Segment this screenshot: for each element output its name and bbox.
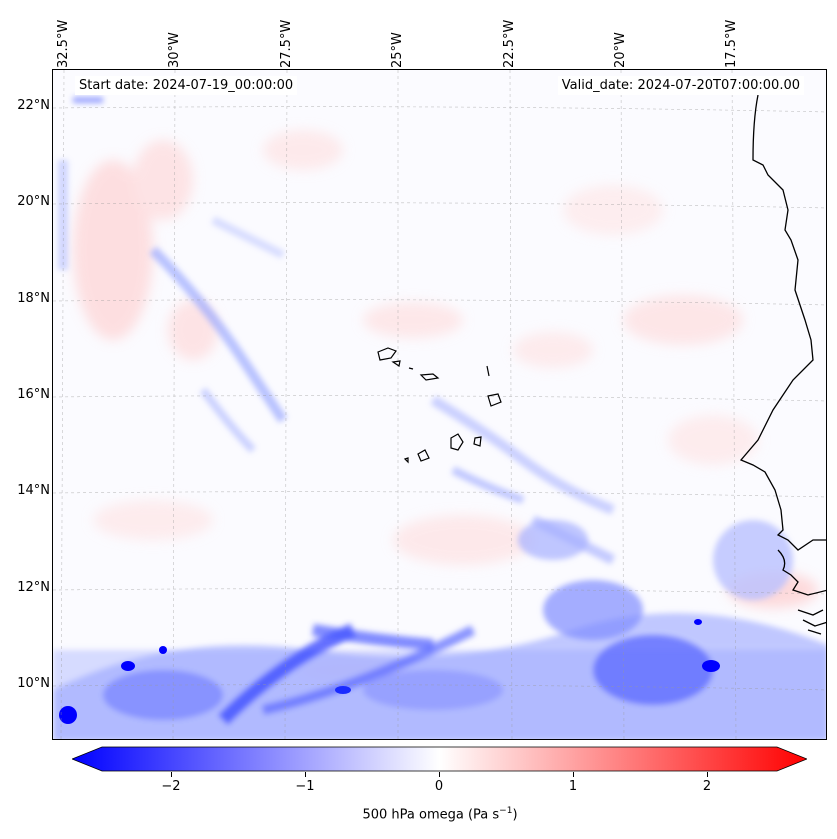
- lon-label: 30°W: [167, 32, 182, 68]
- positive-omega-areas: [73, 130, 818, 682]
- itcz-band: [53, 520, 826, 739]
- map-canvas: [53, 70, 826, 739]
- start-date-label: Start date: 2024-07-19_00:00:00: [75, 76, 298, 95]
- colorbar-tick-label: 1: [568, 779, 578, 794]
- lon-label: 27.5°W: [279, 19, 294, 68]
- lat-label: 16°N: [17, 387, 50, 402]
- cape-verde-islands: [377, 347, 502, 464]
- lon-label: 17.5°W: [724, 19, 739, 68]
- colorbar-tick-label: −1: [295, 779, 315, 794]
- colorbar: [70, 746, 809, 772]
- lat-label: 14°N: [17, 483, 50, 498]
- colorbar-tick: [439, 772, 440, 777]
- colorbar-tick-label: 2: [702, 779, 712, 794]
- valid-date-label: Valid_date: 2024-07-20T07:00:00.00: [557, 76, 804, 95]
- colorbar-tick: [707, 772, 708, 777]
- coastline: [739, 94, 826, 635]
- colorbar-tick: [171, 772, 172, 777]
- lon-label: 25°W: [390, 32, 405, 68]
- lat-label: 18°N: [17, 291, 50, 306]
- lat-label: 20°N: [17, 194, 50, 209]
- lon-label: 22.5°W: [502, 19, 517, 68]
- lon-label: 20°W: [613, 32, 628, 68]
- colorbar-tick: [305, 772, 306, 777]
- omega-map: Start date: 2024-07-19_00:00:00 Valid_da…: [52, 69, 827, 740]
- lat-label: 10°N: [17, 676, 50, 691]
- colorbar-tick: [573, 772, 574, 777]
- strong-ascent-spots: [59, 619, 720, 724]
- graticule: [53, 70, 826, 739]
- colorbar-label: 500 hPa omega (Pa s−1): [362, 806, 518, 823]
- colorbar-tick-label: −2: [161, 779, 181, 794]
- colorbar-tick-label: 0: [434, 779, 444, 794]
- lon-label: 32.5°W: [56, 19, 71, 68]
- lat-label: 22°N: [17, 98, 50, 113]
- lat-label: 12°N: [17, 580, 50, 595]
- colorbar-graphic: [70, 746, 809, 772]
- negative-omega-streaks: [58, 97, 616, 565]
